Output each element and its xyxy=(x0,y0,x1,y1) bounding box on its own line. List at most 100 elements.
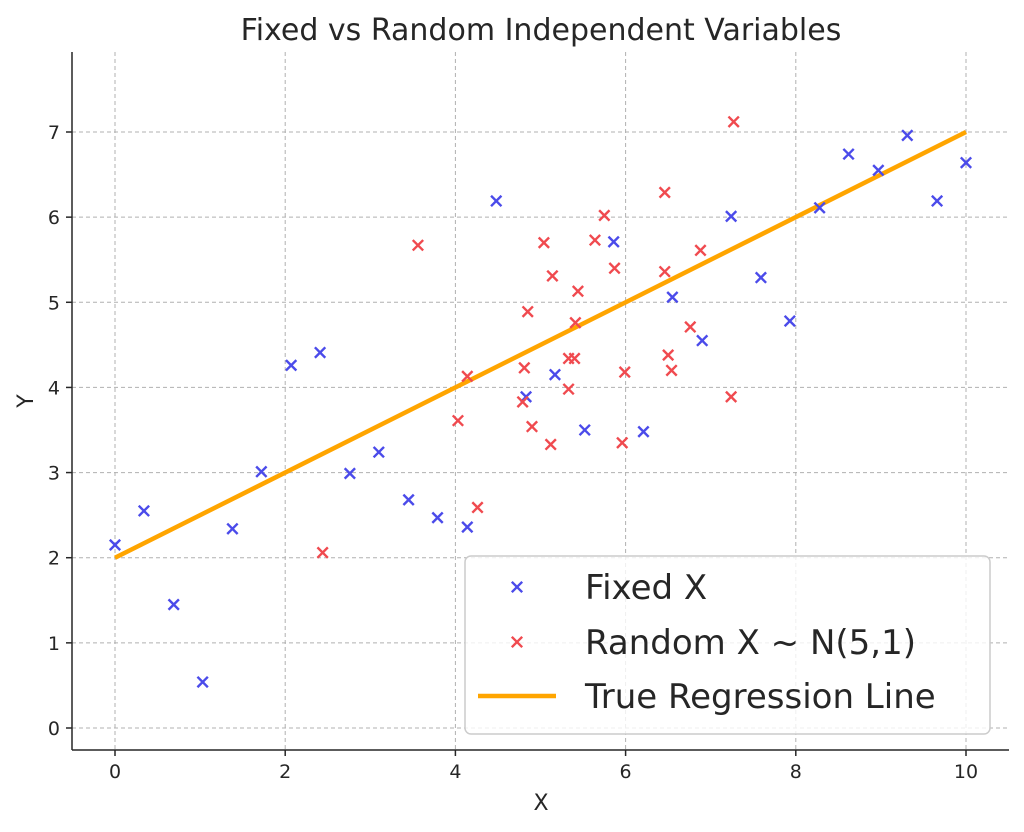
random-x-point xyxy=(588,234,602,247)
random-x-point xyxy=(568,352,581,365)
point-stroke xyxy=(402,493,415,506)
legend-box xyxy=(464,555,991,735)
point-stroke xyxy=(842,148,855,161)
legend-marker xyxy=(510,580,524,594)
random-x-point xyxy=(727,115,740,128)
random-x-point xyxy=(598,209,611,222)
point-stroke xyxy=(108,538,122,551)
point-stroke xyxy=(461,370,474,383)
point-stroke xyxy=(901,129,914,142)
random-x-point xyxy=(694,244,707,257)
point-stroke xyxy=(316,546,329,559)
point-stroke xyxy=(931,194,944,208)
random-x-point xyxy=(618,366,631,379)
y-tick-label: 5 xyxy=(48,292,60,314)
fixed-x-point xyxy=(490,194,503,208)
fixed-x-point xyxy=(314,346,327,359)
point-stroke xyxy=(813,201,826,214)
regression-line xyxy=(113,129,968,560)
x-tick-label: 6 xyxy=(620,761,632,783)
point-stroke xyxy=(637,425,650,438)
y-tick-label: 6 xyxy=(48,207,60,229)
fixed-x-point xyxy=(548,368,562,381)
random-x-point xyxy=(658,265,671,278)
point-stroke xyxy=(618,366,631,379)
fixed-x-point xyxy=(167,598,180,611)
point-stroke xyxy=(167,598,180,611)
point-stroke xyxy=(490,194,503,208)
point-stroke xyxy=(516,395,529,408)
random-x-point xyxy=(665,364,678,377)
point-stroke xyxy=(546,269,559,282)
random-x-point xyxy=(608,262,621,275)
y-tick-label: 7 xyxy=(48,122,60,144)
point-stroke xyxy=(548,368,562,381)
point-stroke xyxy=(314,346,327,359)
random-x-point xyxy=(461,370,474,383)
point-stroke xyxy=(196,675,209,689)
fixed-x-point xyxy=(783,314,796,328)
random-x-point xyxy=(537,236,550,249)
point-stroke xyxy=(137,504,150,517)
point-stroke xyxy=(616,436,629,449)
point-stroke xyxy=(727,115,740,128)
point-stroke xyxy=(872,164,885,177)
fixed-x-point xyxy=(372,446,385,459)
fixed-x-point xyxy=(578,423,591,437)
legend-marker xyxy=(510,635,524,649)
y-tick-label: 2 xyxy=(48,548,60,570)
point-stroke xyxy=(694,244,707,257)
point-stroke xyxy=(696,334,709,347)
x-axis-label: X xyxy=(533,791,548,816)
random-x-point xyxy=(725,390,738,403)
fixed-x-point xyxy=(931,194,944,208)
point-stroke xyxy=(662,349,675,362)
random-x-point xyxy=(411,239,425,252)
point-stroke xyxy=(525,420,539,433)
point-stroke xyxy=(431,511,444,524)
fixed-x-point xyxy=(725,210,738,223)
point-stroke xyxy=(578,423,591,437)
legend: Fixed X Random X ~ N(5,1) True Regression … xyxy=(464,555,991,735)
fixed-x-point xyxy=(285,359,298,372)
legend-label: True Regression Line xyxy=(584,677,936,717)
random-x-point xyxy=(571,285,584,298)
point-stroke xyxy=(255,465,268,478)
fixed-x-point xyxy=(959,156,973,169)
random-x-point xyxy=(616,436,629,449)
regression-line-layer xyxy=(113,129,968,560)
point-stroke xyxy=(598,209,611,222)
points-layer xyxy=(108,115,973,689)
fixed-x-point xyxy=(696,334,709,347)
point-stroke xyxy=(285,359,298,372)
point-stroke xyxy=(608,262,621,275)
point-stroke xyxy=(461,521,474,534)
point-stroke xyxy=(725,390,738,403)
point-stroke xyxy=(569,316,582,329)
point-stroke xyxy=(607,235,620,248)
point-stroke xyxy=(451,414,465,427)
fixed-x-point xyxy=(196,675,209,689)
point-stroke xyxy=(568,352,581,365)
x-tick-label: 10 xyxy=(954,761,978,783)
y-tick-label: 0 xyxy=(48,718,60,740)
point-stroke xyxy=(343,467,356,480)
point-stroke xyxy=(537,236,550,249)
random-x-point xyxy=(684,320,697,334)
x-tick-label: 0 xyxy=(109,761,121,783)
fixed-x-point xyxy=(637,425,650,438)
fixed-x-point xyxy=(226,522,239,535)
point-stroke xyxy=(666,291,679,304)
point-stroke xyxy=(658,265,671,278)
fixed-x-point xyxy=(431,511,444,524)
fixed-x-point xyxy=(255,465,268,478)
point-stroke xyxy=(665,364,678,377)
y-axis-label: Y xyxy=(14,394,39,409)
fixed-x-point xyxy=(813,201,826,214)
fixed-x-point xyxy=(872,164,885,177)
y-tick-label: 1 xyxy=(48,633,60,655)
point-stroke xyxy=(959,156,973,169)
legend-item-regression-line: True Regression Line xyxy=(478,677,936,717)
x-tick-label: 8 xyxy=(790,761,802,783)
